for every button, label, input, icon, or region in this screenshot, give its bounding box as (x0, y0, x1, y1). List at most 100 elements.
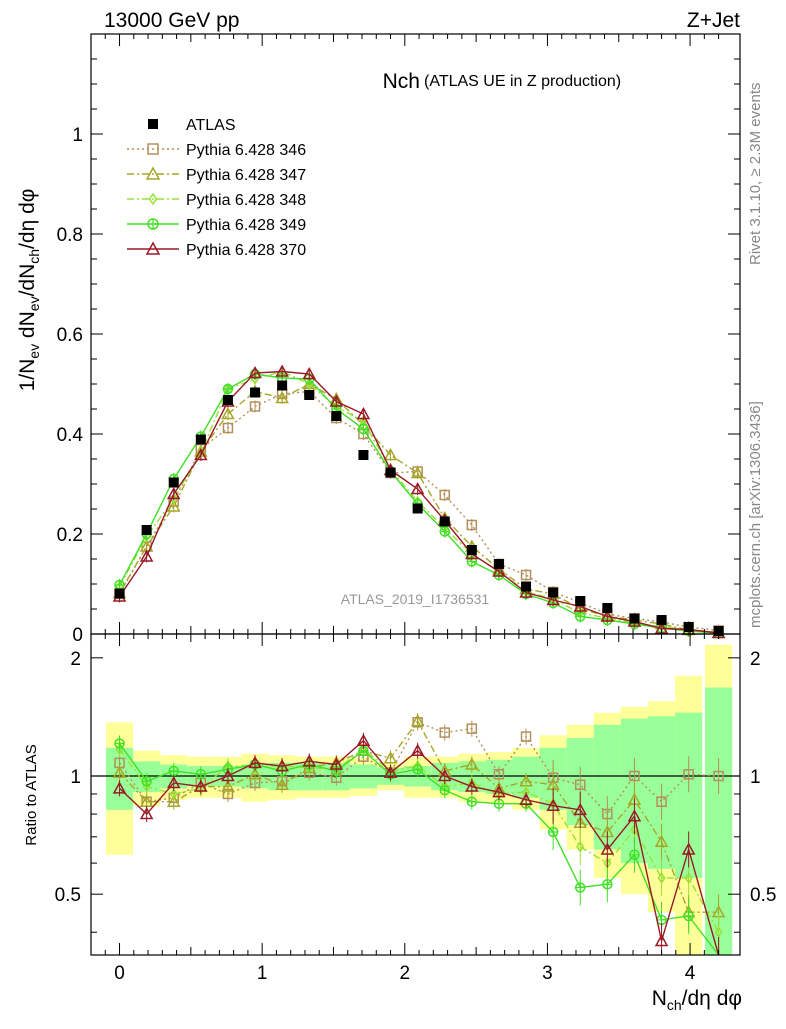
ratio-point-1 (629, 770, 640, 782)
y-tick-label: 1 (72, 125, 83, 146)
series-point-4 (114, 579, 125, 591)
chart-title: Nch (383, 70, 420, 93)
chart-title-main: Nch (383, 70, 420, 93)
ratio-point-5 (600, 842, 615, 855)
ratio-point-3 (684, 872, 693, 884)
data-point-atlas (548, 587, 559, 598)
ratio-point-5 (492, 785, 506, 798)
ratio-point-4 (195, 769, 207, 780)
series-point-4 (358, 423, 369, 435)
series-point-2 (166, 499, 181, 512)
ratio-point-5 (410, 743, 425, 756)
data-point-atlas (683, 622, 694, 632)
data-point-atlas (168, 477, 179, 488)
ratio-point-5 (302, 754, 317, 767)
ratio-point-5 (519, 792, 533, 806)
legend-label-4: Pythia 6.428 349 (186, 217, 306, 234)
ratio-point-4 (439, 784, 450, 796)
watermark: ATLAS_2019_I1736531 (341, 591, 490, 607)
ratio-point-2 (465, 757, 479, 770)
legend: ATLAS Pythia 6.428 346 Pythia 6.428 347 Pyt… (127, 117, 306, 259)
ratio-frame (90, 633, 741, 956)
series-point-5 (275, 364, 289, 377)
series-point-5 (356, 406, 371, 420)
ratio-point-1 (683, 769, 694, 780)
legend-marker-1 (147, 143, 159, 155)
ratio-point-2 (275, 777, 289, 791)
chart-subtitle: (ATLAS UE in Z production) (424, 73, 621, 90)
ratio-y-axis-label: Ratio to ATLAS (23, 744, 40, 845)
x-tick-label: 4 (685, 963, 696, 984)
ratio-point-1 (656, 796, 667, 807)
legend-marker-5 (145, 241, 161, 255)
ratio-point-4 (168, 765, 179, 777)
side-label-rivet: Rivet 3.1.10, ≥ 2.3M events (747, 83, 764, 266)
series-point-5 (600, 609, 615, 622)
series-point-5 (139, 549, 154, 562)
legend-label-atlas: ATLAS (186, 117, 236, 134)
legend-marker-3 (148, 192, 158, 206)
series-point-4 (439, 526, 450, 537)
ratio-point-4 (629, 849, 640, 861)
data-point-atlas (222, 395, 233, 405)
ratio-point-5 (248, 755, 262, 769)
ratio-point-4 (602, 879, 613, 890)
ratio-point-4 (683, 910, 694, 922)
ratio-point-2 (654, 834, 669, 848)
series-point-2 (410, 465, 425, 479)
legend-marker-2 (145, 166, 161, 180)
ratio-point-5 (654, 933, 669, 947)
ratio-point-1 (713, 770, 724, 782)
ratio-point-1 (574, 779, 586, 791)
ratio-point-5 (221, 768, 235, 782)
ratio-point-3 (657, 872, 666, 884)
ratio-point-5 (356, 733, 371, 746)
series-point-5 (492, 564, 506, 577)
x-tick-label: 0 (114, 963, 125, 984)
ratio-point-4 (547, 826, 559, 838)
series-point-5 (410, 481, 425, 495)
energy-label: 13000 GeV pp (104, 9, 239, 32)
ratio-point-2 (112, 765, 127, 778)
series-point-4 (574, 611, 586, 622)
ratio-point-4 (114, 738, 125, 749)
x-tick-label: 3 (542, 963, 553, 984)
data-point-atlas (385, 467, 396, 478)
ratio-point-1 (466, 723, 478, 734)
data-point-atlas (141, 525, 152, 535)
axes: 0 0.2 0.4 0.6 0.8 1 0 1 2 3 4 0.5 0.5 1 1 2 2 (55, 33, 776, 984)
ratio-y-tick-label-right: 1 (750, 767, 761, 788)
y-tick-label: 0.2 (57, 525, 83, 546)
data-point-atlas (439, 516, 450, 527)
ratio-point-5 (681, 842, 696, 855)
data-point-atlas (412, 503, 423, 514)
series-point-5 (329, 394, 344, 407)
legend-marker-atlas (148, 119, 158, 129)
ratio-point-5 (194, 779, 208, 792)
series-point-2 (383, 447, 398, 461)
ratio-point-4 (466, 796, 478, 807)
x-tick-label: 2 (400, 963, 411, 984)
ratio-y-tick-label-right: 0.5 (750, 885, 776, 906)
series-point-5 (248, 365, 262, 379)
ratio-point-4 (141, 775, 152, 787)
legend-label-5: Pythia 6.428 370 (186, 242, 306, 259)
series-point-1 (222, 422, 234, 434)
legend-label-2: Pythia 6.428 347 (186, 167, 306, 184)
ratio-y-tick-label-left: 2 (70, 649, 81, 670)
ratio-point-3 (576, 841, 585, 853)
data-point-atlas (195, 434, 206, 445)
ratio-point-2 (248, 767, 262, 780)
ratio-point-5 (383, 765, 398, 778)
data-point-atlas (493, 559, 504, 569)
y-axis-label: 1/Nev dNev/dNch/dη dφ (16, 189, 42, 392)
data-point-atlas (250, 387, 261, 398)
x-tick-label: 1 (257, 963, 268, 984)
data-point-atlas (521, 581, 532, 592)
ratio-point-5 (465, 779, 479, 792)
data-point-atlas (277, 380, 288, 391)
data-point-atlas (656, 615, 667, 625)
series-point-2 (221, 406, 235, 420)
series-line-2 (118, 383, 719, 634)
ratio-point-4 (574, 882, 586, 893)
